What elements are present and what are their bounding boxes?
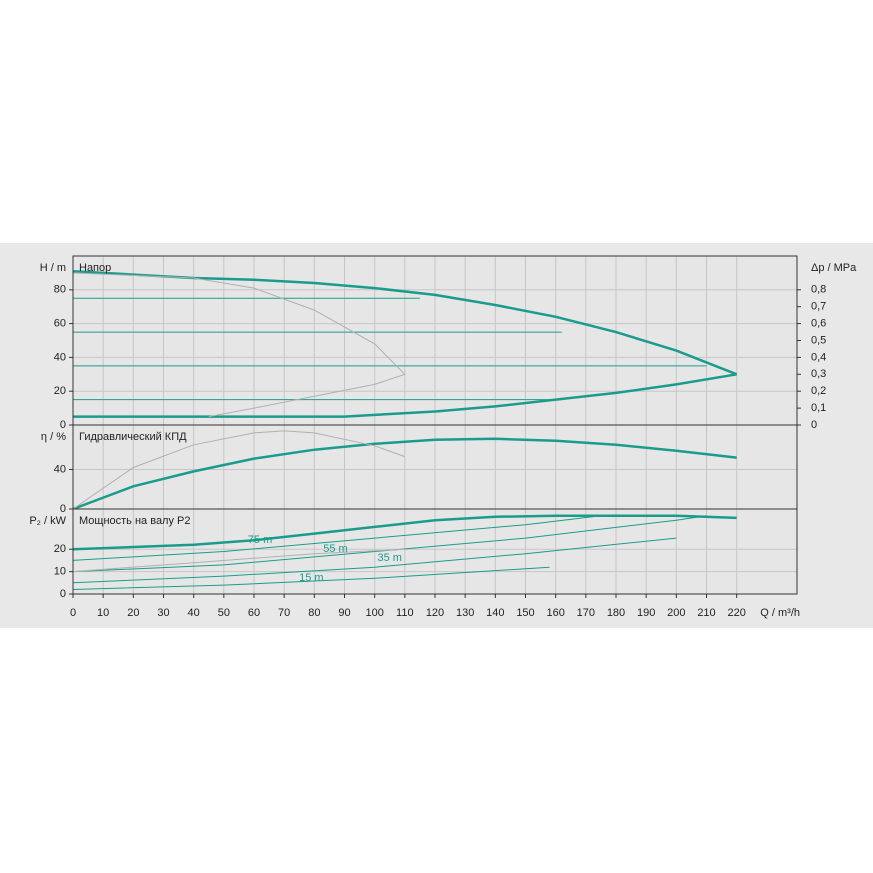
y2-tick-label: 0,8 — [811, 284, 826, 296]
x-tick-label: 210 — [697, 607, 715, 619]
y-tick-label: 20 — [54, 543, 66, 555]
y-tick-label: 60 — [54, 318, 66, 330]
x-tick-label: 150 — [516, 607, 534, 619]
y-tick-label: 10 — [54, 566, 66, 578]
y-tick-label: 80 — [54, 284, 66, 296]
y-axis-label: H / m — [40, 262, 66, 274]
y2-tick-label: 0,4 — [811, 351, 826, 363]
x-tick-label: 0 — [70, 607, 76, 619]
x-tick-label: 20 — [127, 607, 139, 619]
x-tick-label: 70 — [278, 607, 290, 619]
curve — [72, 537, 677, 584]
x-tick-label: 130 — [456, 607, 474, 619]
panel-title: Напор — [79, 262, 111, 274]
x-tick-label: 180 — [607, 607, 625, 619]
x-tick-label: 30 — [157, 607, 169, 619]
y2-tick-label: 0,5 — [811, 334, 826, 346]
curve — [72, 437, 737, 511]
y2-tick-label: 0,6 — [811, 318, 826, 330]
curve — [72, 515, 601, 561]
x-tick-label: 60 — [248, 607, 260, 619]
curve — [72, 548, 405, 573]
x-tick-label: 110 — [396, 607, 414, 619]
curve-label: 55 m — [323, 543, 347, 555]
x-tick-label: 190 — [637, 607, 655, 619]
x-tick-label: 100 — [365, 607, 383, 619]
curve-label: 75 m — [248, 534, 272, 546]
curve — [72, 514, 737, 551]
y-axis-label: P₂ / kW — [29, 515, 66, 527]
y-tick-label: 0 — [60, 588, 66, 600]
y-tick-label: 40 — [54, 351, 66, 363]
y-tick-label: 0 — [60, 503, 66, 515]
panel-title: Гидравлический КПД — [79, 431, 187, 443]
panel-title: Мощность на валу P2 — [79, 515, 191, 527]
y2-tick-label: 0,2 — [811, 385, 826, 397]
y-tick-label: 40 — [54, 463, 66, 475]
x-tick-label: 80 — [308, 607, 320, 619]
x-axis-label: Q / m³/h — [760, 607, 800, 619]
y2-axis-label: Δp / MPa — [811, 262, 857, 274]
curve — [72, 269, 738, 376]
curve — [73, 373, 737, 418]
x-tick-label: 40 — [188, 607, 200, 619]
y2-tick-label: 0,3 — [811, 368, 826, 380]
y-tick-label: 20 — [54, 385, 66, 397]
curve — [72, 272, 406, 418]
x-tick-label: 160 — [546, 607, 564, 619]
x-tick-label: 50 — [218, 607, 230, 619]
curve — [72, 566, 550, 590]
curve-label: 35 m — [378, 552, 402, 564]
x-tick-label: 90 — [338, 607, 350, 619]
y2-tick-label: 0 — [811, 419, 817, 431]
curve — [72, 430, 405, 510]
curve — [72, 515, 707, 573]
x-tick-label: 220 — [727, 607, 745, 619]
x-tick-label: 10 — [97, 607, 109, 619]
x-tick-label: 120 — [426, 607, 444, 619]
y2-tick-label: 0,7 — [811, 301, 826, 313]
curve-label: 15 m — [299, 572, 323, 584]
y-axis-label: η / % — [41, 431, 66, 443]
x-tick-label: 200 — [667, 607, 685, 619]
y-tick-label: 0 — [60, 419, 66, 431]
x-tick-label: 170 — [577, 607, 595, 619]
y2-tick-label: 0,1 — [811, 402, 826, 414]
x-tick-label: 140 — [486, 607, 504, 619]
